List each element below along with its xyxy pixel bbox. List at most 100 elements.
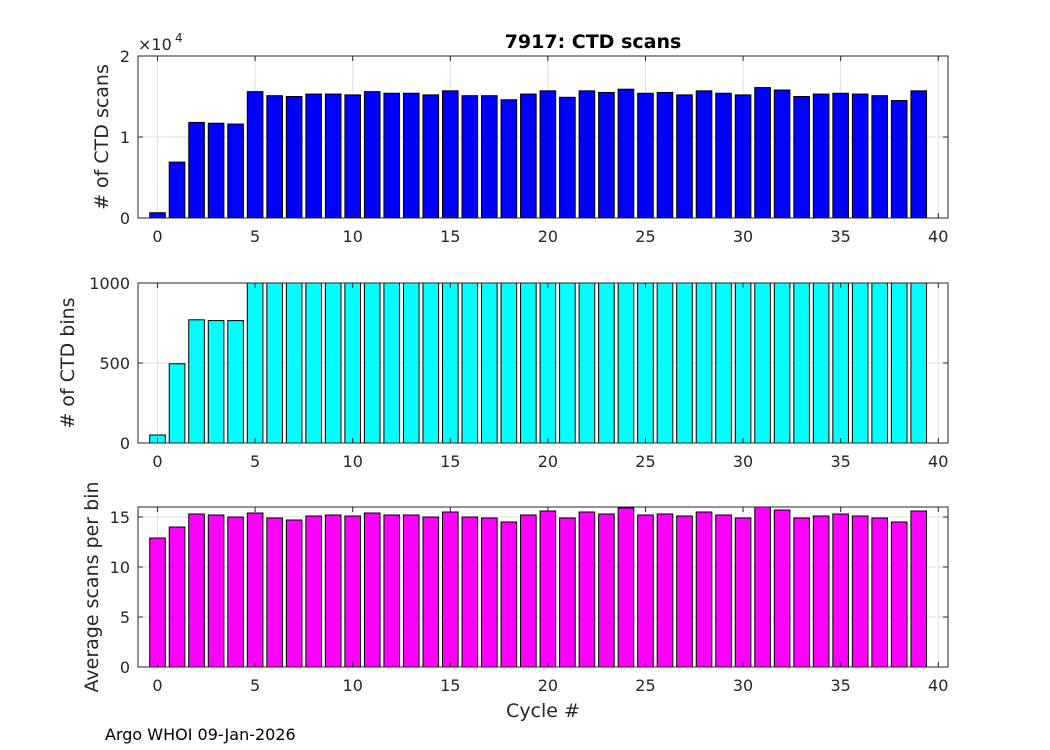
bar-average: [539, 510, 557, 668]
bar-bins: [441, 282, 459, 444]
bar-average: [266, 517, 283, 668]
bar-scans: [324, 93, 342, 219]
bar-average: [422, 516, 440, 668]
x-tick-label: 35: [830, 227, 850, 246]
bar-scans: [461, 95, 479, 219]
x-tick-label: 40: [928, 452, 948, 471]
x-tick-label: 25: [635, 452, 655, 471]
bar-bins: [598, 282, 615, 444]
bar-scans: [676, 94, 693, 219]
bar-average: [461, 516, 479, 668]
bar-bins: [637, 282, 654, 444]
bar-bins: [305, 282, 322, 444]
bar-scans: [344, 94, 362, 219]
bar-average: [227, 516, 244, 668]
bar-average: [481, 517, 498, 668]
bar-average: [871, 517, 888, 668]
bar-bins: [715, 282, 732, 444]
x-tick-label: 25: [635, 227, 655, 246]
bar-scans: [422, 94, 440, 219]
bar-scans: [890, 100, 908, 219]
bar-scans: [481, 95, 498, 219]
bar-scans: [188, 121, 205, 219]
x-tick-label: 15: [440, 676, 460, 695]
bar-scans: [559, 96, 576, 219]
bar-average: [559, 517, 576, 668]
bar-bins: [207, 320, 225, 444]
bar-average: [812, 515, 830, 668]
bar-average: [890, 521, 908, 668]
bar-bins: [324, 282, 342, 444]
bar-average: [520, 514, 537, 668]
y-tick-label: 1: [120, 128, 130, 147]
x-tick-label: 20: [538, 676, 558, 695]
bar-scans: [246, 91, 264, 219]
bar-bins: [188, 319, 205, 444]
bar-scans: [402, 92, 420, 219]
y-tick-label: 1000: [89, 274, 130, 293]
chart-title: 7917: CTD scans: [505, 31, 682, 53]
bar-scans: [871, 95, 888, 219]
bar-bins: [890, 282, 908, 444]
x-tick-label: 10: [343, 676, 363, 695]
bar-scans: [363, 91, 381, 219]
bar-scans: [812, 93, 830, 219]
bar-scans: [168, 161, 186, 219]
bar-average: [305, 515, 322, 668]
bar-scans: [910, 90, 928, 219]
x-tick-label: 20: [538, 227, 558, 246]
bar-scans: [520, 93, 537, 219]
bar-average: [754, 506, 771, 668]
bar-scans: [383, 92, 401, 219]
bar-bins: [266, 282, 283, 444]
bar-bins: [734, 282, 752, 444]
y-tick-label: 0: [120, 209, 130, 228]
x-tick-label: 0: [152, 676, 162, 695]
x-tick-label: 25: [635, 676, 655, 695]
x-tick-label: 30: [733, 452, 753, 471]
y-tick-label: 5: [120, 608, 130, 627]
y-tick-label: 15: [110, 508, 130, 527]
x-tick-label: 30: [733, 227, 753, 246]
bar-bins: [617, 282, 635, 444]
bar-average: [617, 507, 635, 668]
x-tick-label: 0: [152, 452, 162, 471]
bar-average: [676, 515, 693, 668]
bar-scans: [227, 123, 244, 219]
bar-scans: [617, 88, 635, 219]
y-exponent-power: 4: [175, 31, 183, 45]
x-tick-label: 30: [733, 676, 753, 695]
bar-bins: [520, 282, 537, 444]
bar-average: [598, 513, 615, 668]
x-axis-label: Cycle #: [506, 700, 580, 722]
bar-average: [500, 521, 518, 668]
bar-scans: [715, 92, 732, 219]
bar-scans: [637, 92, 654, 219]
bar-scans: [285, 96, 303, 219]
y-exponent-label: ×10: [138, 35, 172, 54]
bar-bins: [363, 282, 381, 444]
y-axis-label: # of CTD bins: [57, 297, 79, 428]
x-tick-label: 15: [440, 452, 460, 471]
y-tick-label: 0: [120, 434, 130, 453]
bar-bins: [539, 282, 557, 444]
bar-average: [149, 537, 166, 668]
bar-bins: [246, 282, 264, 444]
x-tick-label: 5: [250, 452, 260, 471]
y-tick-label: 2: [120, 47, 130, 66]
bar-average: [207, 514, 225, 668]
y-tick-label: 0: [120, 658, 130, 677]
x-tick-label: 10: [343, 452, 363, 471]
bar-bins: [168, 363, 186, 444]
bar-average: [188, 513, 205, 668]
y-axis-label: # of CTD scans: [91, 64, 113, 210]
bar-average: [656, 513, 674, 668]
x-tick-label: 40: [928, 227, 948, 246]
x-tick-label: 40: [928, 676, 948, 695]
bar-bins: [461, 282, 479, 444]
y-tick-label: 10: [110, 558, 130, 577]
bar-scans: [734, 94, 752, 219]
bar-average: [695, 511, 713, 668]
bar-average: [637, 514, 654, 668]
